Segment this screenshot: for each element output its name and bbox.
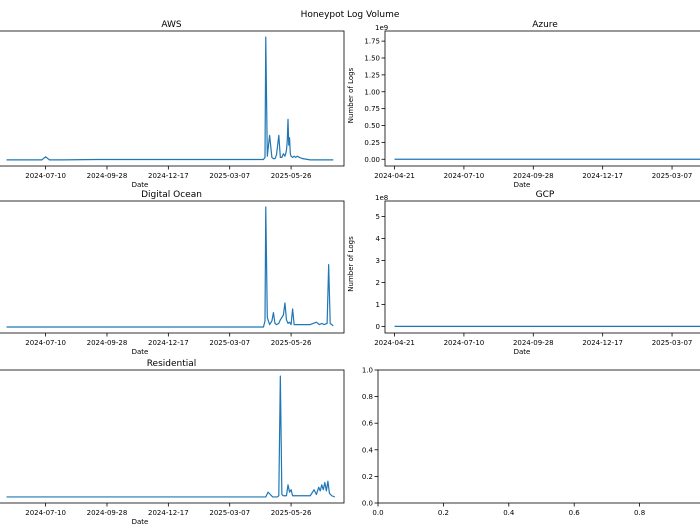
axes-frame bbox=[0, 30, 345, 167]
subplot-title: Digital Ocean bbox=[141, 190, 202, 200]
x-tick-label: 2025-03-07 bbox=[652, 339, 693, 347]
x-tick-label: 2024-12-17 bbox=[148, 339, 189, 347]
x-tick-label: 2024-07-10 bbox=[444, 172, 485, 180]
axes-frame bbox=[0, 369, 345, 504]
subplot-title: AWS bbox=[161, 20, 182, 30]
x-tick-label: 2024-07-10 bbox=[25, 339, 66, 347]
y-axis-label: Number of Logs bbox=[347, 67, 355, 123]
series-line-0 bbox=[6, 36, 334, 161]
y-tick-label: 0.50 bbox=[364, 122, 380, 130]
y-tick-label: 1.00 bbox=[364, 88, 380, 96]
y-scale-label: 1e8 bbox=[375, 194, 388, 202]
y-tick-label: 0.00 bbox=[364, 156, 380, 164]
x-tick-label: 2024-12-17 bbox=[148, 509, 189, 517]
x-tick-label: 2024-09-28 bbox=[513, 172, 554, 180]
y-tick-label: 0.8 bbox=[362, 393, 373, 401]
subplot-0: AWS 2024-07-10 2024-09-28 2024-12-17 2025-03… bbox=[0, 20, 345, 189]
subplot-2: Digital Ocean 2024-07-10 2024-09-28 2024-12… bbox=[0, 190, 345, 356]
subplot-5: 0.0 0.2 0.4 0.6 0.8 0.0 0.2 0.4 0.6 0.8 1.0 bbox=[362, 367, 700, 517]
x-tick-label: 0.2 bbox=[438, 509, 449, 517]
x-tick-label: 2025-03-07 bbox=[209, 339, 250, 347]
x-tick-label: 2025-05-26 bbox=[271, 172, 312, 180]
x-tick-label: 2024-09-28 bbox=[513, 339, 554, 347]
x-tick-label: 2024-04-21 bbox=[374, 172, 415, 180]
y-tick-label: 1.25 bbox=[364, 71, 380, 79]
x-tick-label: 2024-12-17 bbox=[582, 339, 623, 347]
y-tick-label: 1.50 bbox=[364, 55, 380, 63]
x-tick-label: 2024-07-10 bbox=[25, 172, 66, 180]
x-axis-label: Date bbox=[132, 348, 149, 356]
x-tick-label: 0.6 bbox=[569, 509, 581, 517]
series-line-0 bbox=[6, 375, 336, 498]
x-tick-label: 2024-07-10 bbox=[25, 509, 66, 517]
series-line-0 bbox=[394, 158, 700, 160]
axes-frame bbox=[377, 369, 700, 504]
x-tick-label: 2025-05-26 bbox=[271, 339, 312, 347]
subplot-title: Azure bbox=[532, 20, 558, 30]
series-line-0 bbox=[394, 325, 700, 327]
x-tick-label: 2024-09-28 bbox=[87, 509, 128, 517]
y-tick-label: 1.0 bbox=[362, 367, 373, 375]
y-tick-label: 0.6 bbox=[362, 420, 374, 428]
axes-frame bbox=[384, 200, 700, 334]
x-tick-label: 2025-03-07 bbox=[209, 509, 250, 517]
y-tick-label: 0.75 bbox=[364, 105, 380, 113]
y-tick-label: 3 bbox=[376, 257, 380, 265]
subplot-3: GCP 2024-04-21 2024-07-10 2024-09-28 2024-12… bbox=[347, 190, 700, 356]
y-tick-label: 1.75 bbox=[364, 38, 380, 46]
x-axis-label: Date bbox=[132, 181, 149, 189]
x-tick-label: 2025-05-26 bbox=[271, 509, 312, 517]
figure-title: Honeypot Log Volume bbox=[301, 10, 400, 20]
subplot-title: Residential bbox=[147, 359, 197, 369]
x-axis-label: Date bbox=[132, 518, 149, 526]
y-tick-label: 0.4 bbox=[362, 446, 374, 454]
x-axis-label: Date bbox=[514, 181, 531, 189]
y-tick-label: 0.2 bbox=[362, 473, 373, 481]
x-tick-label: 2024-04-21 bbox=[374, 339, 415, 347]
x-tick-label: 2025-03-07 bbox=[209, 172, 250, 180]
axes-frame bbox=[384, 30, 700, 167]
x-tick-label: 0.0 bbox=[372, 509, 383, 517]
y-tick-label: 0 bbox=[376, 323, 380, 331]
x-tick-label: 2024-09-28 bbox=[87, 339, 128, 347]
y-axis-label: Number of Logs bbox=[347, 236, 355, 292]
y-tick-label: 0.0 bbox=[362, 500, 373, 508]
x-tick-label: 2024-12-17 bbox=[582, 172, 623, 180]
y-tick-label: 1 bbox=[376, 301, 380, 309]
y-tick-label: 4 bbox=[376, 235, 381, 243]
y-tick-label: 5 bbox=[376, 213, 380, 221]
x-tick-label: 2024-09-28 bbox=[87, 172, 128, 180]
y-tick-label: 0.25 bbox=[364, 139, 380, 147]
series-line-0 bbox=[6, 206, 334, 328]
x-axis-label: Date bbox=[514, 348, 531, 356]
y-tick-label: 2 bbox=[376, 279, 380, 287]
x-tick-label: 0.4 bbox=[503, 509, 515, 517]
subplot-title: GCP bbox=[536, 190, 555, 200]
subplot-4: Residential 2024-07-10 2024-09-28 2024-12-1… bbox=[0, 359, 345, 526]
subplot-1: Azure 2024-04-21 2024-07-10 2024-09-28 2024-… bbox=[347, 20, 700, 189]
axes-frame bbox=[0, 200, 345, 334]
y-scale-label: 1e9 bbox=[375, 24, 388, 32]
x-tick-label: 2024-12-17 bbox=[148, 172, 189, 180]
x-tick-label: 2025-03-07 bbox=[652, 172, 693, 180]
x-tick-label: 2024-07-10 bbox=[444, 339, 485, 347]
x-tick-label: 0.8 bbox=[634, 509, 645, 517]
